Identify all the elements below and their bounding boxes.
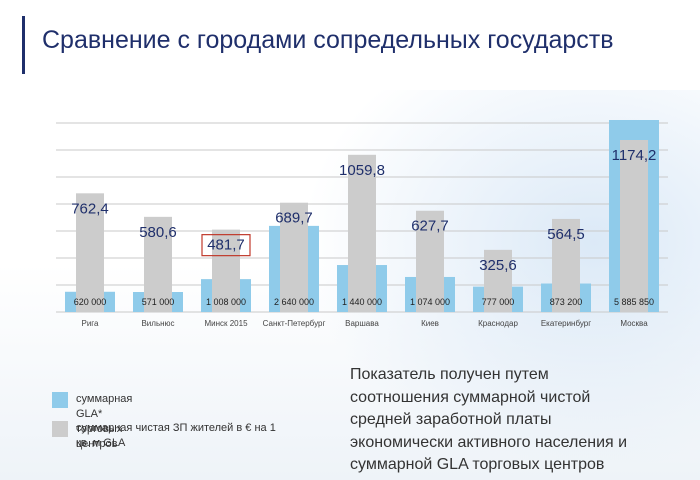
salary-value-label: 564,5 (547, 226, 585, 243)
category-label: Варшава (345, 319, 379, 328)
salary-value-label: 1174,2 (612, 147, 657, 164)
page-title: Сравнение с городами сопредельных госуда… (42, 26, 614, 54)
category-label: Санкт-Петербург (263, 319, 326, 328)
category-label: Рига (82, 319, 100, 328)
note-line: соотношения суммарной чистой (350, 388, 591, 406)
note-line: средней заработной платы (350, 411, 552, 428)
gla-value-label: 1 008 000 (206, 297, 246, 307)
legend-item-gla: суммарная GLA* торговых центров (52, 392, 132, 452)
salary-bar (144, 216, 172, 312)
salary-value-label: 627,7 (411, 218, 449, 235)
salary-bar (552, 218, 580, 312)
salary-bar (280, 202, 308, 312)
salary-bar (212, 229, 240, 312)
gla-value-label: 571 000 (142, 297, 175, 307)
salary-bar (348, 154, 376, 312)
gla-value-label: 873 200 (550, 297, 583, 307)
salary-value-label: 1059,8 (339, 162, 385, 179)
salary-bar (76, 193, 104, 312)
category-label: Минск 2015 (204, 319, 248, 328)
legend-swatch-salary (52, 421, 68, 437)
category-label: Екатеринбург (541, 319, 591, 328)
note-line: Показатель получен путем (350, 366, 549, 383)
salary-bar (620, 140, 648, 312)
explanation-note: Показатель получен путем соотношения сум… (350, 364, 695, 477)
salary-value-label: 762,4 (71, 200, 109, 217)
legend-label-salary: суммарная чистая ЗП жителей в € на 1 кв.… (76, 422, 276, 449)
salary-bar (484, 249, 512, 312)
salary-value-label: 325,6 (479, 257, 517, 274)
category-label: Краснодар (478, 319, 518, 328)
legend-item-salary: суммарная чистая ЗП жителей в € на 1 кв.… (52, 421, 292, 451)
gla-value-label: 1 440 000 (342, 297, 382, 307)
salary-bar (416, 210, 444, 312)
note-line: суммарной GLA торговых центров (350, 456, 605, 473)
gla-value-label: 777 000 (482, 297, 515, 307)
salary-value-label: 481,7 (207, 237, 245, 254)
note-line: экономически активного населения и (350, 433, 628, 451)
category-label: Киев (421, 319, 439, 328)
highlight-box (201, 234, 251, 257)
gla-value-label: 2 640 000 (274, 297, 314, 307)
category-label: Вильнюс (141, 319, 174, 328)
title-accent-bar (22, 16, 25, 74)
bar-chart: 762,4 620 000 Рига 580,6 571 000 Вильнюс 481,7… (56, 120, 668, 328)
category-label: Москва (620, 319, 648, 328)
gla-value-label: 1 074 000 (410, 297, 450, 307)
salary-value-label: 689,7 (275, 210, 313, 227)
salary-value-label: 580,6 (139, 224, 177, 241)
legend-label-gla: суммарная GLA* торговых центров (76, 393, 133, 450)
gla-value-label: 5 885 850 (614, 297, 654, 307)
legend-swatch-gla (52, 392, 68, 408)
gla-value-label: 620 000 (74, 297, 107, 307)
